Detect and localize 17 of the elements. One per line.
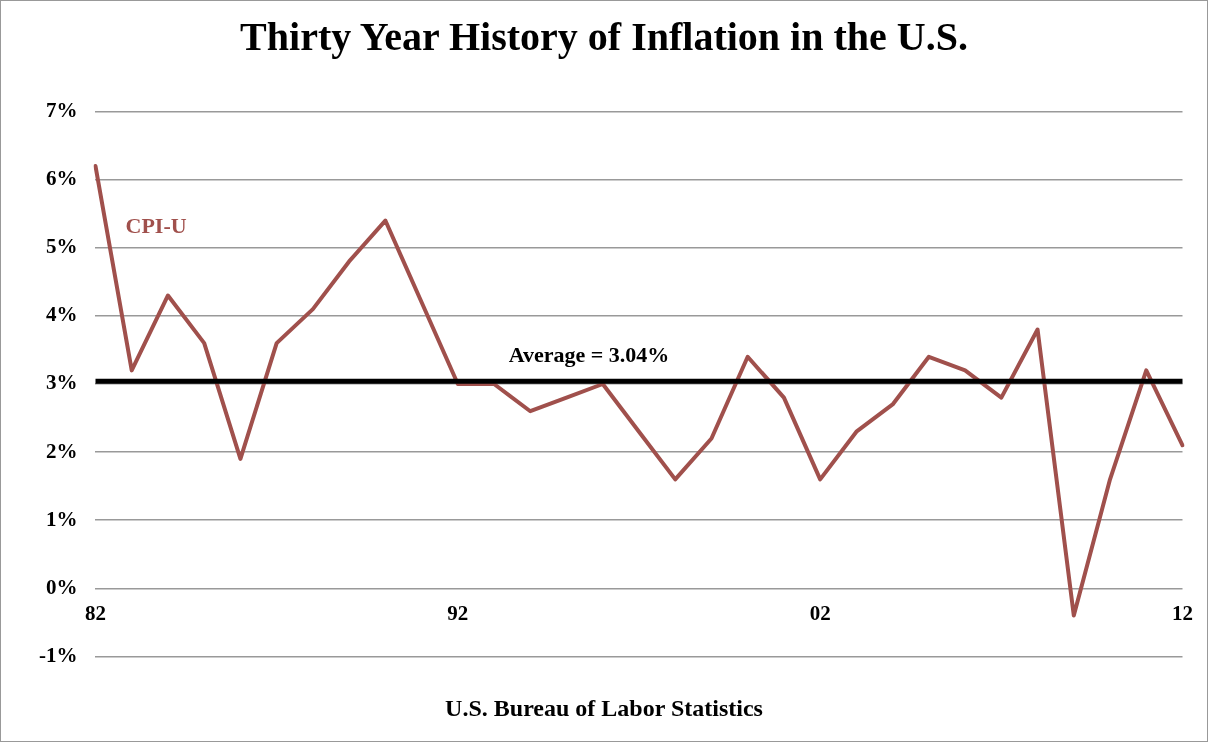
y-tick-label: 6% [45,166,78,191]
x-axis-title: U.S. Bureau of Labor Statistics [444,695,764,722]
ref-line-label: Average = 3.04% [508,341,670,367]
x-tick-label: 82 [84,601,106,626]
y-tick-label: -1% [38,642,78,667]
x-tick-label: 02 [809,601,831,626]
y-tick-label: 0% [45,574,78,599]
x-tick-label: 92 [447,601,469,626]
y-tick-label: 2% [45,438,78,463]
series-label: CPI-U [125,212,187,238]
y-tick-label: 3% [45,370,78,395]
chart-title: Thirty Year History of Inflation in the U.S. [239,13,969,60]
y-tick-label: 1% [45,506,78,531]
y-tick-label: 4% [45,302,78,327]
x-tick-label: 12 [1172,601,1193,626]
y-tick-label: 7% [45,98,78,123]
y-tick-label: 5% [45,234,78,259]
